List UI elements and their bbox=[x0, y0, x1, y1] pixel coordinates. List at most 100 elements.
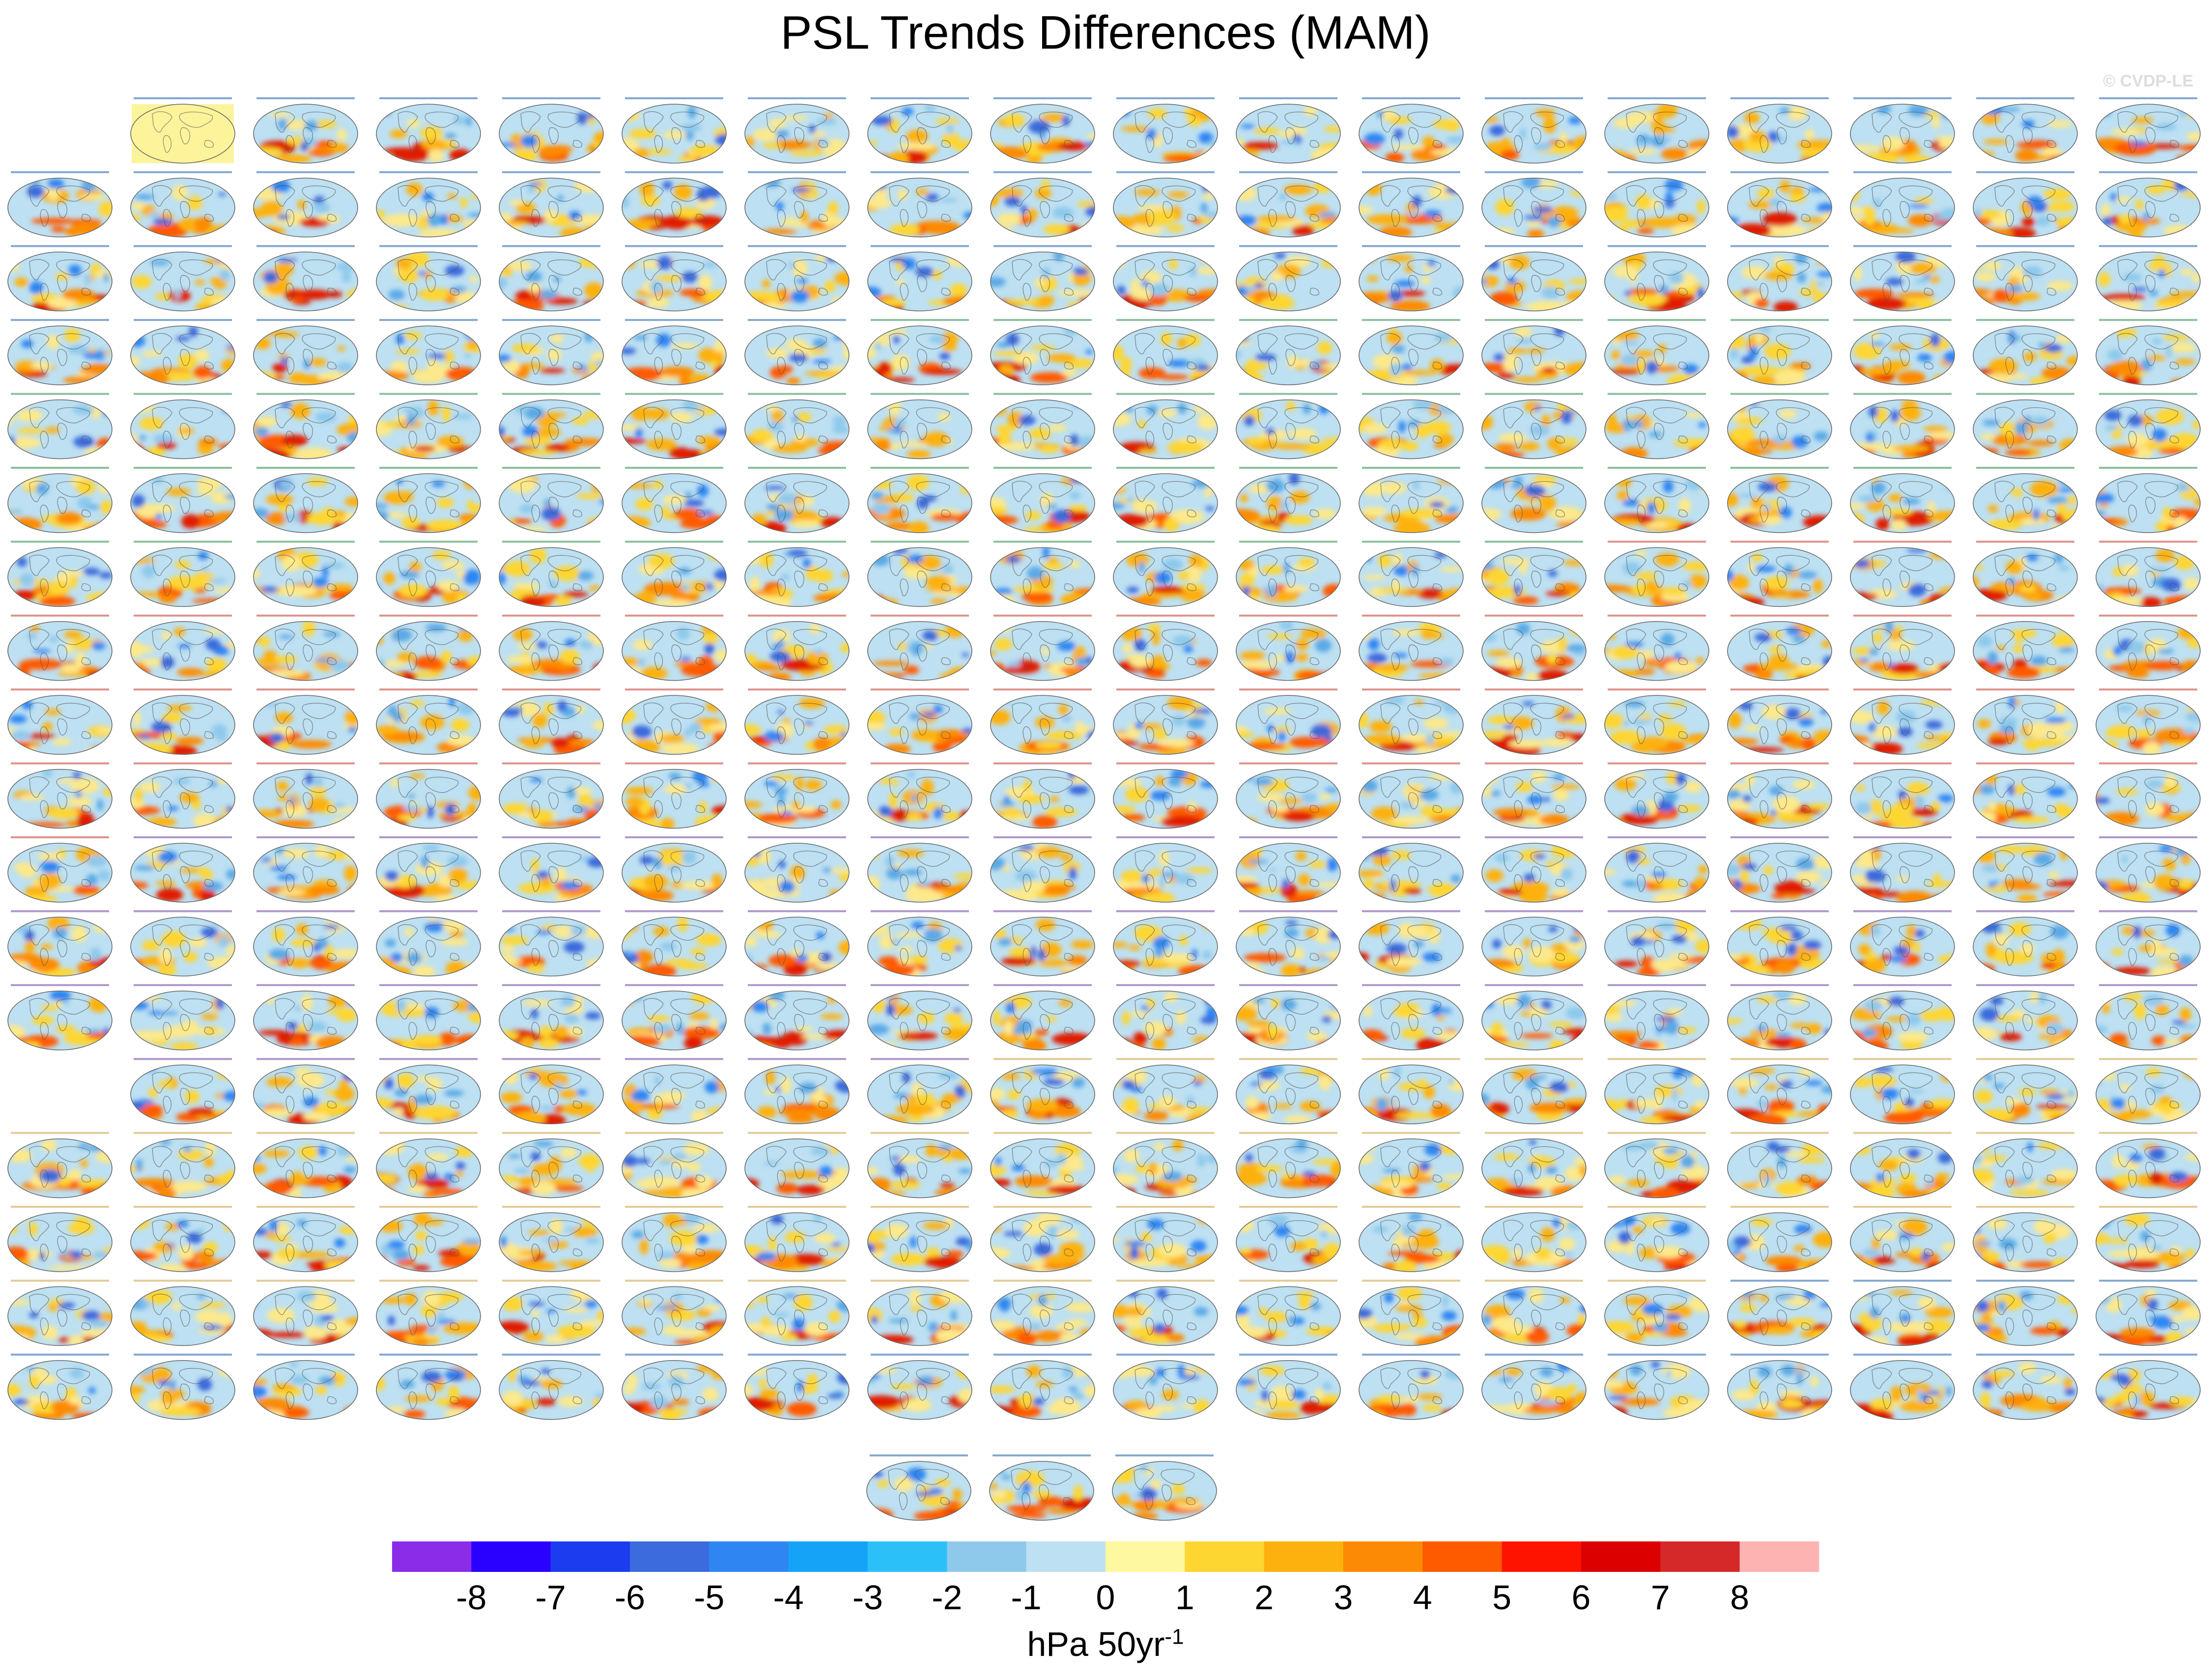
globe-outline bbox=[7, 325, 113, 385]
continent-outline bbox=[152, 924, 214, 966]
panel-caption bbox=[1362, 1058, 1460, 1060]
continent-outline bbox=[1994, 998, 2056, 1040]
panel-caption bbox=[871, 541, 969, 543]
continent-outline bbox=[1871, 998, 1933, 1040]
continent-outline bbox=[1134, 998, 1196, 1040]
panel-caption bbox=[2099, 688, 2197, 691]
globe-outline bbox=[376, 1138, 481, 1198]
continent-outline bbox=[29, 924, 91, 966]
map-panel bbox=[867, 762, 972, 829]
globe-outline bbox=[499, 325, 604, 385]
continent-outline bbox=[1626, 1146, 1688, 1188]
globe-outline bbox=[1481, 621, 1587, 681]
continent-outline bbox=[889, 924, 951, 966]
continent-outline bbox=[1626, 185, 1688, 227]
panel-caption bbox=[993, 836, 1092, 838]
panel-caption bbox=[256, 688, 355, 691]
globe-outline bbox=[744, 769, 850, 829]
panel-caption bbox=[1116, 245, 1215, 247]
panel-caption bbox=[1485, 319, 1583, 321]
globe-outline bbox=[1236, 621, 1341, 681]
panel-caption bbox=[1976, 171, 2074, 173]
globe-outline bbox=[1481, 325, 1587, 385]
panel-caption bbox=[625, 1058, 723, 1060]
globe-outline bbox=[744, 1064, 850, 1124]
panel-caption bbox=[871, 171, 969, 173]
panel-caption bbox=[256, 319, 355, 321]
panel-caption bbox=[1976, 688, 2074, 691]
globe-outline bbox=[1973, 916, 2078, 977]
map-panel bbox=[1113, 614, 1218, 681]
panel-caption bbox=[1730, 1132, 1829, 1134]
continent-outline bbox=[766, 333, 828, 375]
globe-outline bbox=[1113, 399, 1218, 459]
panel-caption bbox=[256, 245, 355, 247]
panel-caption bbox=[1853, 1058, 1952, 1060]
continent-outline bbox=[1871, 333, 1933, 375]
globe-outline bbox=[130, 1138, 235, 1198]
globe-outline bbox=[867, 991, 972, 1051]
panel-caption bbox=[1608, 171, 1706, 173]
globe-outline bbox=[867, 325, 972, 385]
continent-outline bbox=[275, 702, 337, 744]
globe-outline bbox=[1727, 621, 1832, 681]
globe-outline bbox=[1727, 1138, 1832, 1198]
continent-outline bbox=[152, 702, 214, 744]
panel-caption bbox=[134, 467, 232, 469]
globe-outline bbox=[1481, 1138, 1587, 1198]
panel-caption bbox=[993, 245, 1092, 247]
map-panel bbox=[744, 171, 850, 238]
panel-caption bbox=[502, 467, 600, 469]
panel-caption bbox=[748, 910, 846, 912]
globe-outline bbox=[1113, 695, 1218, 755]
panel-caption bbox=[1239, 614, 1337, 617]
continent-outline bbox=[397, 1072, 459, 1114]
globe-outline bbox=[1236, 473, 1341, 533]
continent-outline bbox=[1626, 702, 1688, 744]
panel-caption bbox=[748, 97, 846, 99]
continent-outline bbox=[1012, 481, 1074, 523]
globe-outline bbox=[1236, 991, 1341, 1051]
continent-outline bbox=[766, 554, 828, 597]
panel-caption bbox=[1362, 910, 1460, 912]
continent-outline bbox=[1503, 702, 1565, 744]
map-panel bbox=[1481, 541, 1587, 607]
globe-outline bbox=[744, 621, 850, 681]
continent-outline bbox=[1626, 850, 1688, 892]
panel-caption bbox=[256, 1132, 355, 1134]
globe-outline bbox=[376, 177, 481, 238]
continent-outline bbox=[1380, 111, 1442, 153]
continent-outline bbox=[275, 185, 337, 227]
panel-caption bbox=[1362, 541, 1460, 543]
globe-outline bbox=[1604, 695, 1709, 755]
panel-caption bbox=[1608, 467, 1706, 469]
panel-caption bbox=[1853, 245, 1952, 247]
globe-outline bbox=[2096, 991, 2201, 1051]
panel-caption bbox=[379, 97, 478, 99]
continent-outline bbox=[397, 259, 459, 301]
globe-outline bbox=[1850, 252, 1955, 312]
panel-caption bbox=[379, 910, 478, 912]
map-panel bbox=[1850, 171, 1955, 238]
map-panel bbox=[7, 762, 113, 829]
panel-caption bbox=[134, 541, 232, 543]
globe-outline bbox=[1850, 1064, 1955, 1124]
continent-outline bbox=[766, 776, 828, 818]
panel-caption bbox=[1730, 245, 1829, 247]
panel-caption bbox=[1239, 319, 1337, 321]
panel-caption bbox=[1239, 984, 1337, 986]
panel-caption bbox=[993, 319, 1092, 321]
continent-outline bbox=[397, 333, 459, 375]
continent-outline bbox=[1134, 702, 1196, 744]
globe-outline bbox=[1973, 621, 2078, 681]
panel-caption bbox=[1608, 319, 1706, 321]
continent-outline bbox=[275, 1072, 337, 1114]
panel-caption bbox=[1853, 762, 1952, 765]
map-panel bbox=[130, 1132, 235, 1198]
globe-outline bbox=[130, 991, 235, 1051]
globe-outline bbox=[253, 325, 358, 385]
panel-caption bbox=[379, 614, 478, 617]
globe-outline bbox=[867, 916, 972, 977]
map-panel bbox=[376, 245, 481, 312]
colorbar-tick-label: -6 bbox=[615, 1578, 645, 1617]
